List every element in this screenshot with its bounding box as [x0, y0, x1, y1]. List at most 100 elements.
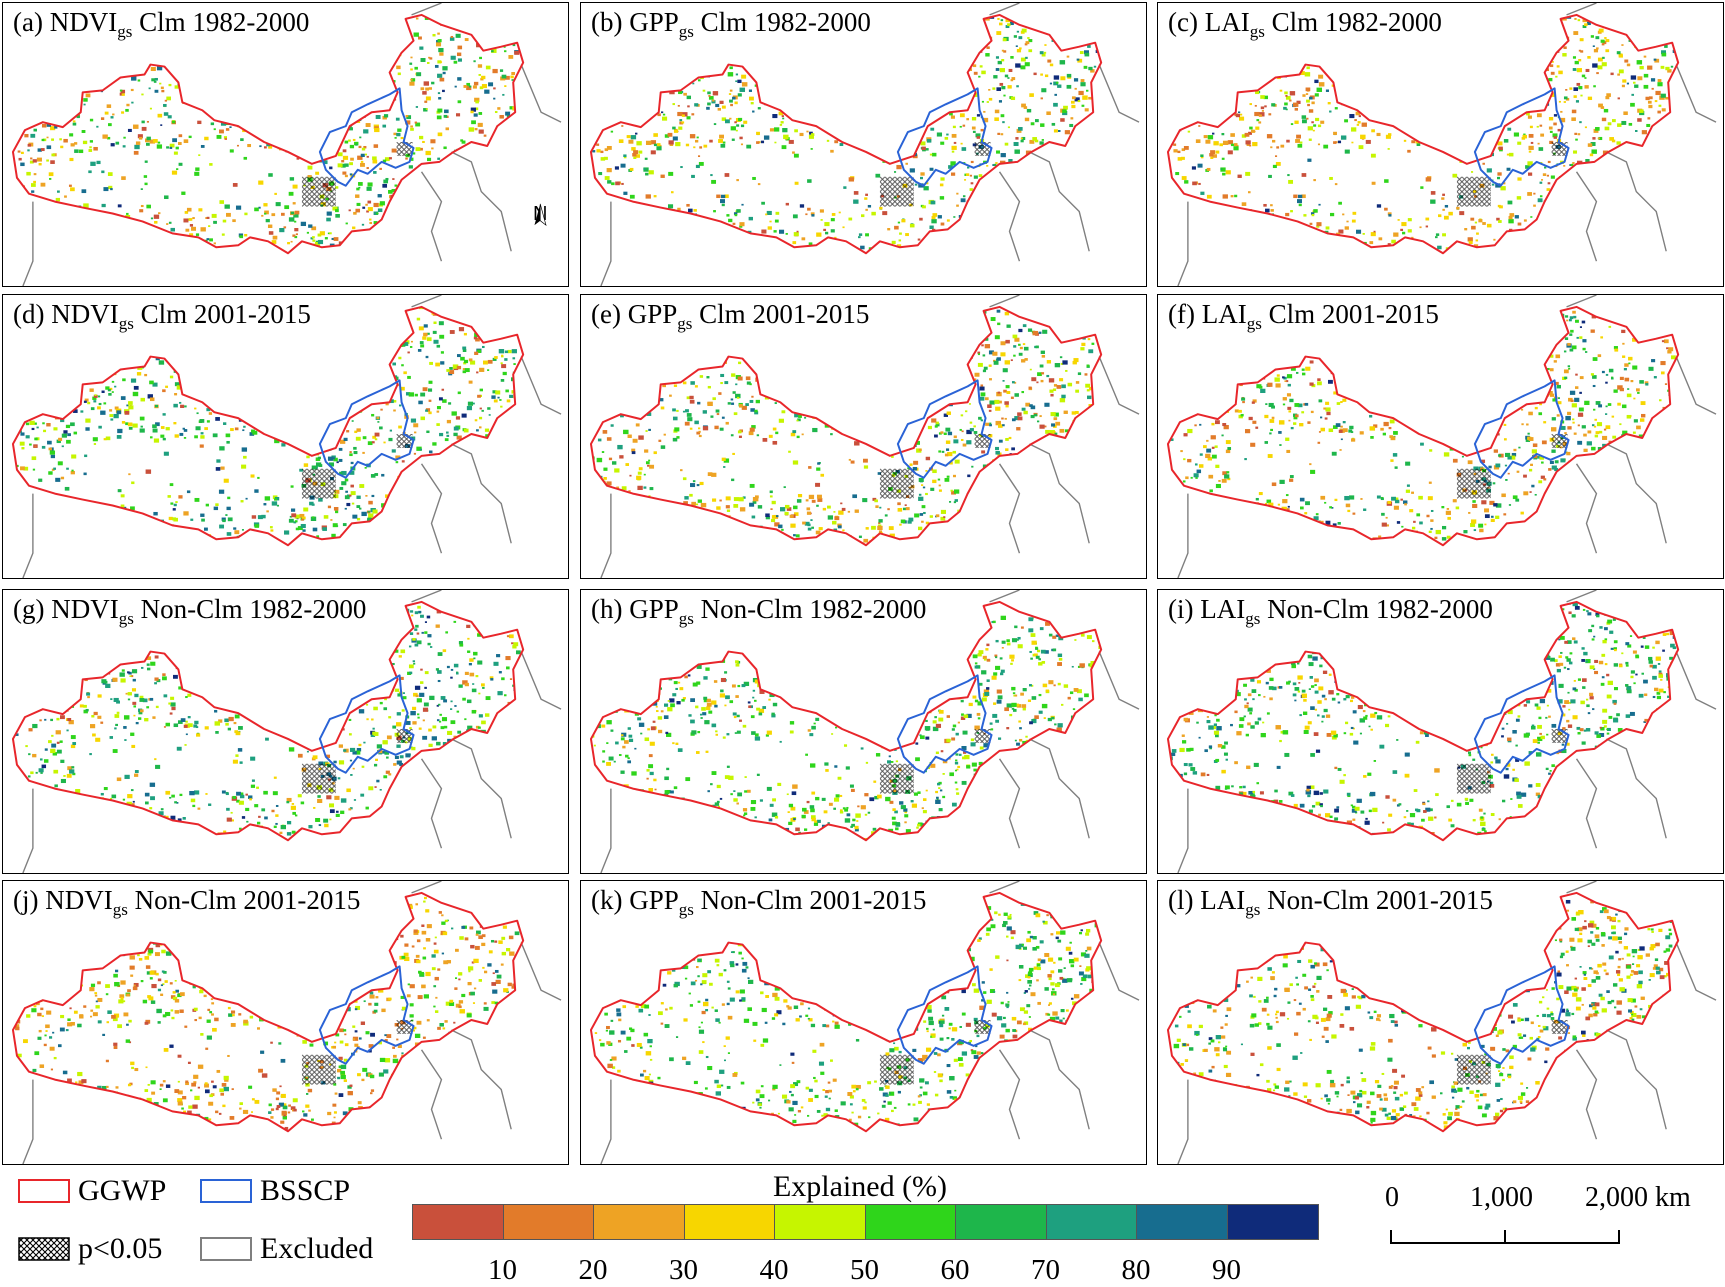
- significance-hatch: [1457, 764, 1491, 794]
- explained-pixels: [11, 305, 528, 547]
- significance-hatch: [302, 1055, 336, 1085]
- ggwp-boundary: [1168, 15, 1678, 253]
- bsscp-boundary: [320, 966, 414, 1063]
- ggwp-boundary: [13, 893, 523, 1131]
- scale-label-1000: 1,000: [1470, 1182, 1533, 1214]
- significance-hatch: [302, 764, 336, 794]
- explained-pixels: [1166, 891, 1682, 1132]
- significance-hatch: [880, 764, 914, 794]
- colorbar-tick-label: 30: [654, 1254, 714, 1287]
- region-map: [1158, 881, 1723, 1164]
- colorbar-segment: [1137, 1205, 1228, 1239]
- legend-ggwp-label: GGWP: [78, 1174, 166, 1208]
- ggwp-swatch: [18, 1179, 70, 1203]
- colorbar-segment: [956, 1205, 1047, 1239]
- map-grid: (a) NDVIgs Clm 1982-2000 N (b) GPPgs Clm…: [0, 0, 1725, 1170]
- explained-pixels: [1166, 600, 1684, 842]
- colorbar-tick-label: 20: [563, 1254, 623, 1287]
- panel-title: (h) GPPgs Non-Clm 1982-2000: [591, 594, 926, 629]
- panel-title: (j) NDVIgs Non-Clm 2001-2015: [13, 885, 360, 920]
- map-panel-f: (f) LAIgs Clm 2001-2015: [1157, 294, 1724, 579]
- colorbar-tick-label: 60: [925, 1254, 985, 1287]
- significance-hatch: [1457, 1055, 1491, 1085]
- significance-hatch: [397, 729, 413, 743]
- map-panel-a: (a) NDVIgs Clm 1982-2000 N: [2, 2, 569, 287]
- map-panel-k: (k) GPPgs Non-Clm 2001-2015: [580, 880, 1147, 1165]
- bsscp-swatch: [200, 1179, 252, 1203]
- explained-pixels: [589, 305, 1106, 546]
- map-panel-i: (i) LAIgs Non-Clm 1982-2000: [1157, 589, 1724, 874]
- legend-bsscp: BSSCP: [200, 1174, 350, 1208]
- explained-pixels: [11, 13, 528, 254]
- colorbar-tick-label: 40: [744, 1254, 804, 1287]
- map-panel-e: (e) GPPgs Clm 2001-2015: [580, 294, 1147, 579]
- panel-title: (b) GPPgs Clm 1982-2000: [591, 7, 871, 42]
- scale-label-0: 0: [1385, 1182, 1399, 1214]
- bsscp-boundary: [898, 380, 992, 477]
- region-map: [3, 3, 568, 286]
- panel-title: (g) NDVIgs Non-Clm 1982-2000: [13, 594, 366, 629]
- scale-tick: [1504, 1230, 1506, 1244]
- ggwp-boundary: [591, 15, 1101, 253]
- explained-pixels: [1166, 305, 1683, 546]
- colorbar-tick-label: 70: [1016, 1254, 1076, 1287]
- colorbar-tick-label: 90: [1197, 1254, 1257, 1287]
- colorbar-segment: [685, 1205, 776, 1239]
- significance-hatch: [397, 434, 413, 448]
- colorbar-segment: [1047, 1205, 1138, 1239]
- region-map: [581, 881, 1146, 1164]
- panel-title: (a) NDVIgs Clm 1982-2000: [13, 7, 309, 42]
- explained-pixels: [589, 13, 1107, 255]
- ggwp-boundary: [591, 307, 1101, 545]
- panel-title: (f) LAIgs Clm 2001-2015: [1168, 299, 1439, 334]
- legend-sig-label: p<0.05: [78, 1232, 162, 1266]
- colorbar-segment: [594, 1205, 685, 1239]
- significance-hatch: [1552, 142, 1568, 156]
- map-panel-d: (d) NDVIgs Clm 2001-2015: [2, 294, 569, 579]
- region-map: [1158, 295, 1723, 578]
- scale-tick: [1390, 1230, 1392, 1244]
- explained-pixels: [589, 601, 1106, 842]
- colorbar: [412, 1204, 1319, 1240]
- region-map: [581, 3, 1146, 286]
- significance-hatch: [397, 142, 413, 156]
- scale-label-2000: 2,000 km: [1585, 1182, 1691, 1214]
- region-map: [581, 295, 1146, 578]
- legend-excluded: Excluded: [200, 1232, 373, 1266]
- explained-pixels: [589, 891, 1106, 1131]
- legend-ggwp: GGWP: [18, 1174, 166, 1208]
- panel-title: (k) GPPgs Non-Clm 2001-2015: [591, 885, 926, 920]
- map-panel-h: (h) GPPgs Non-Clm 1982-2000: [580, 589, 1147, 874]
- colorbar-segment: [775, 1205, 866, 1239]
- map-panel-b: (b) GPPgs Clm 1982-2000: [580, 2, 1147, 287]
- colorbar-tick-label: 50: [835, 1254, 895, 1287]
- panel-title: (l) LAIgs Non-Clm 2001-2015: [1168, 885, 1493, 920]
- map-panel-c: (c) LAIgs Clm 1982-2000: [1157, 2, 1724, 287]
- colorbar-segment: [504, 1205, 595, 1239]
- region-map: [3, 881, 568, 1164]
- scale-tick: [1618, 1230, 1620, 1244]
- significance-hatch: [880, 1055, 914, 1085]
- colorbar-tick-label: 10: [473, 1254, 533, 1287]
- significance-hatch: [975, 142, 991, 156]
- significance-hatch: [975, 1020, 991, 1034]
- bsscp-boundary: [1475, 966, 1569, 1063]
- explained-pixels: [12, 891, 529, 1133]
- significance-hatch: [1552, 729, 1568, 743]
- legend-bsscp-label: BSSCP: [260, 1174, 350, 1208]
- colorbar-tick-label: 80: [1106, 1254, 1166, 1287]
- north-arrow-icon: N: [533, 203, 547, 226]
- legend-significance: p<0.05: [18, 1232, 162, 1266]
- bsscp-boundary: [898, 675, 992, 772]
- significance-hatch: [975, 434, 991, 448]
- colorbar-title: Explained (%): [700, 1170, 1020, 1204]
- ggwp-boundary: [591, 602, 1101, 840]
- legend: GGWP BSSCP p<0.05 Excluded Explained (%)…: [0, 1170, 1725, 1281]
- bsscp-boundary: [320, 88, 414, 185]
- region-map: [581, 590, 1146, 873]
- panel-title: (c) LAIgs Clm 1982-2000: [1168, 7, 1442, 42]
- significance-hatch: [1457, 177, 1491, 207]
- ggwp-boundary: [13, 15, 523, 253]
- significance-hatch: [302, 177, 336, 207]
- map-panel-g: (g) NDVIgs Non-Clm 1982-2000: [2, 589, 569, 874]
